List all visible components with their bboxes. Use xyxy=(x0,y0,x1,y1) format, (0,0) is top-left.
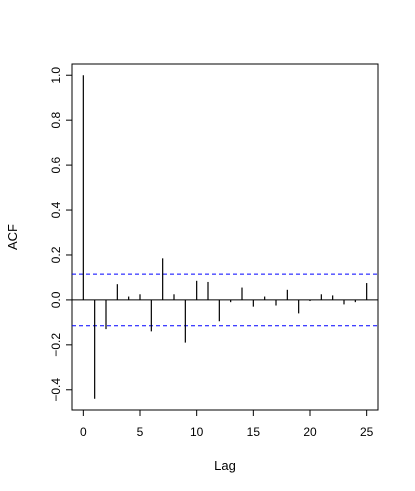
y-tick-label-0: −0.4 xyxy=(49,378,63,402)
x-tick-label-5: 5 xyxy=(137,425,144,439)
y-tick-label-5: 0.6 xyxy=(49,156,63,173)
x-tick-label-20: 20 xyxy=(303,425,317,439)
y-axis-title: ACF xyxy=(5,224,20,250)
y-tick-label-3: 0.2 xyxy=(49,246,63,263)
y-tick-label-6: 0.8 xyxy=(49,112,63,129)
y-tick-label-2: 0.0 xyxy=(49,291,63,308)
x-tick-label-0: 0 xyxy=(80,425,87,439)
plot-frame xyxy=(71,63,379,411)
x-tick-label-15: 15 xyxy=(247,425,261,439)
y-tick-label-7: 1.0 xyxy=(49,67,63,84)
y-axis: −0.4 −0.2 0.0 0.2 0.4 0.6 0.8 1.0 xyxy=(49,67,72,402)
y-tick-label-1: −0.2 xyxy=(49,333,63,357)
y-tick-label-4: 0.4 xyxy=(49,201,63,218)
x-tick-label-25: 25 xyxy=(360,425,374,439)
acf-bars xyxy=(82,75,368,399)
x-axis-title: Lag xyxy=(214,458,236,473)
x-tick-label-10: 10 xyxy=(190,425,204,439)
x-axis: 0 5 10 15 20 25 xyxy=(80,410,374,439)
